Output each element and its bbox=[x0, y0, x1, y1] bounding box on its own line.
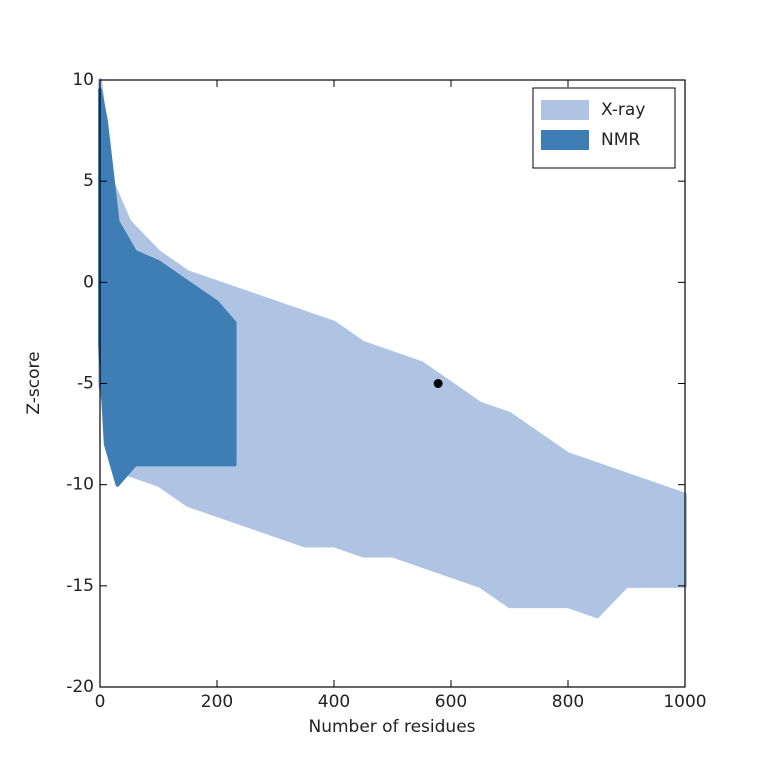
legend-label: X-ray bbox=[601, 100, 645, 120]
legend-swatch bbox=[541, 130, 589, 150]
y-tick-label: -20 bbox=[66, 677, 94, 697]
point-cloud bbox=[98, 88, 237, 487]
legend-label: NMR bbox=[601, 130, 640, 150]
x-tick-label: 600 bbox=[435, 692, 467, 712]
y-tick-label: 0 bbox=[83, 272, 94, 292]
x-axis-label: Number of residues bbox=[308, 717, 475, 737]
x-tick-label: 800 bbox=[552, 692, 584, 712]
legend-swatch bbox=[541, 100, 589, 120]
point bbox=[433, 379, 443, 388]
y-axis-label: Z-score bbox=[24, 351, 44, 414]
x-tick-label: 400 bbox=[318, 692, 350, 712]
y-tick-label: -15 bbox=[66, 576, 94, 596]
y-tick-label: 5 bbox=[83, 171, 94, 191]
y-tick-label: -5 bbox=[77, 374, 94, 394]
x-tick-label: 1000 bbox=[663, 692, 706, 712]
y-tick-label: 10 bbox=[72, 70, 94, 90]
x-tick-label: 0 bbox=[95, 692, 106, 712]
x-tick-label: 200 bbox=[201, 692, 233, 712]
y-tick-label: -10 bbox=[66, 475, 94, 495]
